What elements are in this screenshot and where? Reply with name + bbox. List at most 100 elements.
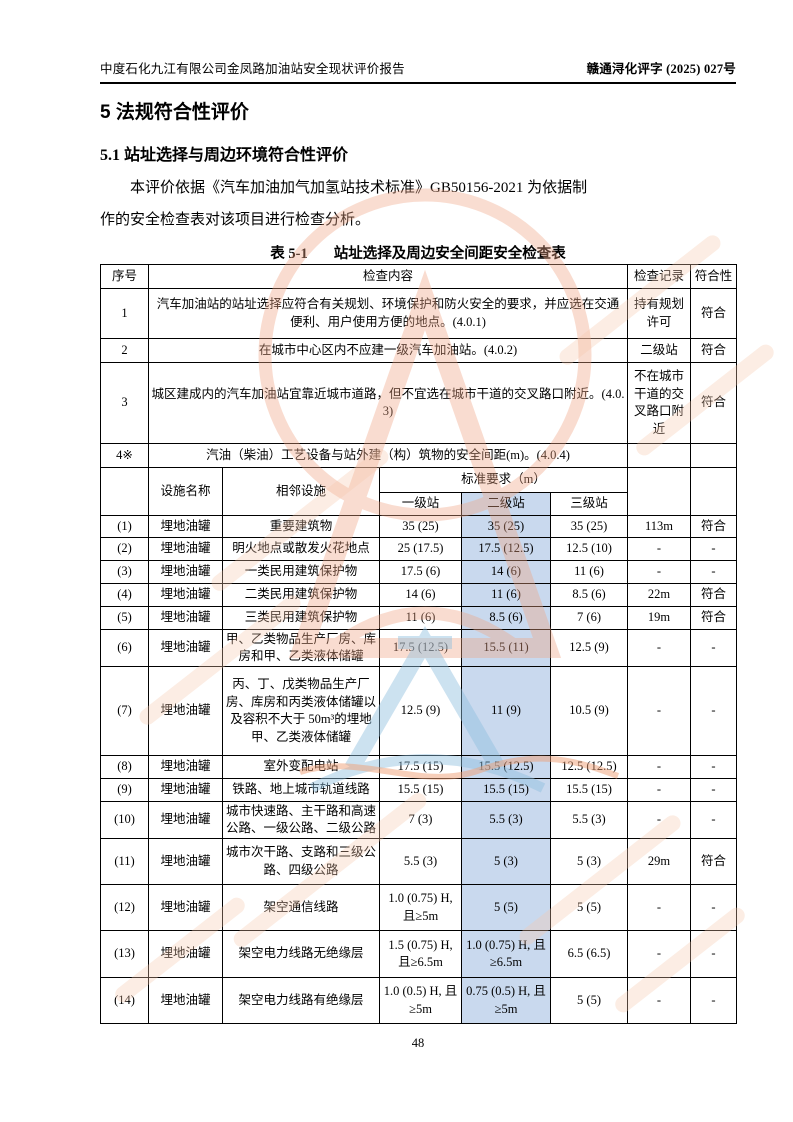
cell-seq: (7) <box>100 666 149 756</box>
section-title: 5 法规符合性评价 <box>100 102 249 123</box>
cell-facility: 埋地油罐 <box>148 755 223 779</box>
cell-adjacent: 明火地点或散发火花地点 <box>222 537 380 561</box>
cell-facility: 埋地油罐 <box>148 930 223 978</box>
page-number: 48 <box>411 1036 425 1050</box>
cell-content: 汽油（柴油）工艺设备与站外建（构）筑物的安全间距(m)。(4.0.4) <box>147 443 629 468</box>
cell-adjacent: 架空电力线路有绝缘层 <box>222 977 380 1024</box>
table-caption-text: 站址选择及周边安全间距安全检查表 <box>333 246 566 262</box>
cell-record: - <box>627 666 692 756</box>
cell-level3: 10.5 (9) <box>549 666 629 756</box>
cell-level2: 5.5 (3) <box>461 801 551 839</box>
cell-facility: 埋地油罐 <box>148 583 223 607</box>
cell-level2: 15.5 (11) <box>461 629 551 667</box>
cell-seq: (11) <box>100 838 149 885</box>
cell-compliance: - <box>690 666 738 756</box>
header-record: 检查记录 <box>627 264 692 289</box>
cell-adjacent: 三类民用建筑保护物 <box>222 606 380 630</box>
spacing-row: (4) 埋地油罐 二类民用建筑保护物 14 (6) 11 (6) 8.5 (6) 22m 符合 <box>100 583 738 607</box>
safety-checklist-table: 序号 检查内容 检查记录 符合性 1 汽车加油站的站址选择应符合有关规划、环境保… <box>100 264 738 1024</box>
cell-record: - <box>627 755 692 779</box>
cell-record: 不在城市干道的交叉路口附近 <box>627 362 692 444</box>
cell-level2: 5 (3) <box>461 838 551 885</box>
cell-seq: (8) <box>100 755 149 779</box>
table-caption-label: 表 5-1 <box>270 246 308 262</box>
cell-seq: 1 <box>100 288 149 339</box>
cell-level3: 6.5 (6.5) <box>549 930 629 978</box>
cell-level2: 14 (6) <box>461 560 551 584</box>
cell-compliance-empty <box>690 443 738 468</box>
spacing-row: (3) 埋地油罐 一类民用建筑保护物 17.5 (6) 14 (6) 11 (6) - - <box>100 560 738 584</box>
cell-record: - <box>627 884 692 931</box>
cell-seq: (4) <box>100 583 149 607</box>
cell-level2: 15.5 (12.5) <box>461 755 551 779</box>
spacing-row: (5) 埋地油罐 三类民用建筑保护物 11 (6) 8.5 (6) 7 (6) 19m 符合 <box>100 606 738 630</box>
cell-level1: 1.5 (0.75) H, 且≥6.5m <box>379 930 462 978</box>
cell-compliance: - <box>690 930 738 978</box>
cell-seq: (9) <box>100 778 149 802</box>
cell-facility: 埋地油罐 <box>148 537 223 561</box>
spacing-row: (11) 埋地油罐 城市次干路、支路和三级公路、四级公路 5.5 (3) 5 (3) 5 … <box>100 838 738 885</box>
cell-compliance: 符合 <box>690 515 738 538</box>
cell-seq: (5) <box>100 606 149 630</box>
cell-level2: 5 (5) <box>461 884 551 931</box>
cell-level2: 8.5 (6) <box>461 606 551 630</box>
cell-seq: (10) <box>100 801 149 839</box>
cell-record: - <box>627 977 692 1024</box>
spacing-row: (13) 埋地油罐 架空电力线路无绝缘层 1.5 (0.75) H, 且≥6.5m 1.… <box>100 930 738 978</box>
cell-adjacent: 城市快速路、主干路和高速公路、一级公路、二级公路 <box>222 801 380 839</box>
cell-record: 19m <box>627 606 692 630</box>
subheader-compliance-empty <box>690 467 738 516</box>
cell-level3: 15.5 (15) <box>549 778 629 802</box>
cell-adjacent: 丙、丁、戊类物品生产厂房、库房和丙类液体储罐以及容积不大于 50m³的埋地甲、乙… <box>222 666 380 756</box>
cell-facility: 埋地油罐 <box>148 884 223 931</box>
cell-level1: 17.5 (12.5) <box>379 629 462 667</box>
paragraph-line-2: 作的安全检查表对该项目进行检查分析。 <box>100 212 371 228</box>
subheader-requirement: 标准要求（m） <box>378 467 629 493</box>
running-header-left: 中度石化九江有限公司金凤路加油站安全现状评价报告 <box>100 62 405 76</box>
cell-level1: 17.5 (15) <box>379 755 462 779</box>
cell-seq: (13) <box>100 930 149 978</box>
spacing-row: (1) 埋地油罐 重要建筑物 35 (25) 35 (25) 35 (25) 113m 符合 <box>100 515 738 538</box>
cell-adjacent: 城市次干路、支路和三级公路、四级公路 <box>222 838 380 885</box>
cell-compliance: - <box>690 629 738 667</box>
cell-level1: 1.0 (0.75) H, 且≥5m <box>379 884 462 931</box>
cell-adjacent: 架空通信线路 <box>222 884 380 931</box>
paragraph-line-1: 本评价依据《汽车加油加气加氢站技术标准》GB50156-2021 为依据制 <box>130 180 588 196</box>
cell-level1: 17.5 (6) <box>379 560 462 584</box>
general-row: 3 城区建成内的汽车加油站宜靠近城市道路，但不宜选在城市干道的交叉路口附近。(4… <box>100 362 738 444</box>
cell-facility: 埋地油罐 <box>148 977 223 1024</box>
cell-level1: 11 (6) <box>379 606 462 630</box>
subheader-adjacent: 相邻设施 <box>222 467 380 516</box>
cell-compliance: - <box>690 560 738 584</box>
cell-adjacent: 架空电力线路无绝缘层 <box>222 930 380 978</box>
cell-level3: 5 (3) <box>549 838 629 885</box>
cell-level2: 15.5 (15) <box>461 778 551 802</box>
cell-facility: 埋地油罐 <box>148 666 223 756</box>
cell-seq: (12) <box>100 884 149 931</box>
subheader-seq-empty <box>100 467 149 516</box>
cell-level1: 35 (25) <box>379 515 462 538</box>
cell-facility: 埋地油罐 <box>148 801 223 839</box>
spacing-row: (14) 埋地油罐 架空电力线路有绝缘层 1.0 (0.5) H, 且≥5m 0.75 … <box>100 977 738 1024</box>
header-compliance: 符合性 <box>690 264 738 289</box>
cell-record-empty <box>627 443 692 468</box>
cell-adjacent: 二类民用建筑保护物 <box>222 583 380 607</box>
spacing-row: (6) 埋地油罐 甲、乙类物品生产厂房、库房和甲、乙类液体储罐 17.5 (12.5)… <box>100 629 738 667</box>
cell-compliance: 符合 <box>690 583 738 607</box>
cell-record: 113m <box>627 515 692 538</box>
cell-adjacent: 铁路、地上城市轨道线路 <box>222 778 380 802</box>
cell-record: 22m <box>627 583 692 607</box>
cell-level3: 12.5 (10) <box>549 537 629 561</box>
cell-level3: 8.5 (6) <box>549 583 629 607</box>
cell-compliance: 符合 <box>690 362 738 444</box>
cell-adjacent: 一类民用建筑保护物 <box>222 560 380 584</box>
cell-level3: 35 (25) <box>549 515 629 538</box>
header-seq: 序号 <box>100 264 149 289</box>
cell-compliance: - <box>690 778 738 802</box>
cell-level1: 25 (17.5) <box>379 537 462 561</box>
cell-adjacent: 室外变配电站 <box>222 755 380 779</box>
cell-compliance: 符合 <box>690 338 738 363</box>
cell-level2: 11 (6) <box>461 583 551 607</box>
cell-compliance: - <box>690 977 738 1024</box>
